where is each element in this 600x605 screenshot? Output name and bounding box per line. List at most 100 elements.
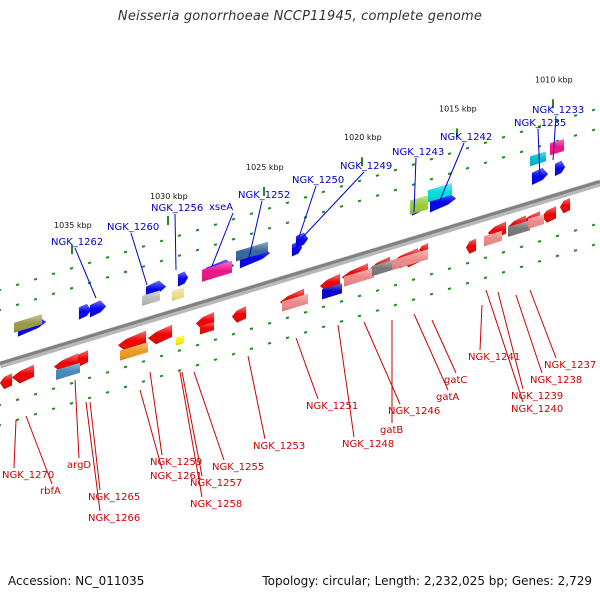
- guide-dash: [339, 300, 344, 303]
- guide-dash: [87, 261, 92, 265]
- guide-dash: [51, 387, 56, 391]
- guide-dash: [537, 239, 542, 243]
- guide-dash: [357, 294, 362, 298]
- ruler-tick-layer: 1010 kbp 1015 kbp 1020 kbp 1025 kbp 1030 kbp…: [0, 75, 596, 427]
- guide-dash: [51, 272, 56, 276]
- reverse-gene-leader: [149, 371, 163, 456]
- guide-dash: [0, 403, 2, 407]
- guide-dash: [69, 286, 74, 290]
- guide-dash: [33, 297, 38, 301]
- forward-gene-sheen: [178, 271, 188, 287]
- forward-gene-label: NGK_1252: [238, 190, 290, 201]
- annotation-bar-sheen: [550, 138, 564, 156]
- reverse-gene-leader: [89, 401, 101, 491]
- guide-dash: [15, 418, 20, 422]
- guide-dash: [573, 229, 578, 232]
- guide-dash: [195, 363, 200, 367]
- guide-dash: [591, 128, 596, 132]
- guide-dash: [321, 190, 326, 194]
- guide-dash: [87, 376, 92, 380]
- guide-dash: [303, 330, 308, 334]
- guide-dash: [195, 228, 200, 232]
- guide-dash: [483, 256, 488, 260]
- forward-gene-label: NGK_1262: [51, 237, 103, 248]
- label-leader-layer: [13, 115, 557, 512]
- annotation-bar-sheen: [282, 293, 308, 312]
- annotation-bar-sheen: [372, 260, 392, 277]
- guide-dash: [519, 150, 524, 154]
- reverse-gene-leader: [193, 371, 225, 461]
- guide-dash: [339, 205, 344, 208]
- guide-dash: [231, 352, 236, 356]
- gene-feature-layer: [0, 138, 571, 390]
- ruler-tick-label: 1010 kbp: [535, 75, 573, 84]
- forward-gene-leader: [74, 247, 97, 299]
- guide-dash: [537, 124, 542, 128]
- reverse-gene-label: NGK_1248: [342, 439, 394, 450]
- guide-dash: [393, 168, 398, 172]
- annotation-bar-sheen: [142, 290, 160, 306]
- guide-dash: [231, 332, 236, 336]
- guide-dash: [105, 370, 110, 374]
- reverse-gene-label: NGK_1239: [511, 391, 563, 402]
- reverse-gene-leader: [25, 415, 53, 485]
- guide-dash: [411, 298, 416, 301]
- guide-dash: [555, 119, 560, 123]
- reverse-gene-label: NGK_1253: [253, 441, 305, 452]
- guide-dash: [573, 134, 578, 137]
- guide-dash: [159, 354, 164, 358]
- forward-gene-label: NGK_1233: [532, 105, 584, 116]
- annotation-bar-sheen: [410, 195, 428, 215]
- genome-backbone-shade: [0, 180, 600, 365]
- guide-dash: [429, 157, 434, 161]
- guide-dash: [51, 407, 56, 411]
- guide-dash: [375, 309, 380, 312]
- guide-dash: [69, 266, 74, 270]
- reverse-gene-label: gatA: [436, 392, 459, 403]
- guide-dash: [33, 392, 38, 396]
- guide-dash: [591, 108, 596, 112]
- reverse-gene-leader: [529, 289, 557, 359]
- reverse-gene-label: gatB: [380, 425, 403, 436]
- forward-gene-label: xseA: [209, 202, 233, 213]
- guide-dash: [213, 223, 218, 227]
- guide-dash: [285, 316, 290, 320]
- reverse-gene-label: NGK_1257: [190, 478, 242, 489]
- guide-dash: [519, 245, 524, 249]
- guide-dash: [0, 308, 2, 312]
- guide-dash: [447, 152, 452, 156]
- forward-gene-sheen: [79, 303, 91, 320]
- guide-dash: [519, 265, 524, 269]
- annotation-bar-sheen: [344, 267, 374, 287]
- guide-dash: [501, 270, 506, 274]
- guide-dash: [267, 321, 272, 325]
- guide-dash: [537, 259, 542, 263]
- guide-dash: [285, 201, 290, 205]
- guide-dash: [267, 341, 272, 345]
- reverse-gene-label: NGK_1251: [306, 401, 358, 412]
- reverse-gene-sheen: [542, 206, 556, 223]
- forward-gene-label: NGK_1260: [107, 222, 159, 233]
- reverse-gene-label: NGK_1246: [388, 406, 440, 417]
- guide-dash: [447, 287, 452, 291]
- guide-dash: [303, 310, 308, 314]
- guide-dash: [249, 347, 254, 351]
- guide-dash: [339, 185, 344, 188]
- ruler-tick-label: 1020 kbp: [344, 133, 382, 142]
- guide-dash: [285, 336, 290, 340]
- reverse-gene-leader: [295, 337, 319, 400]
- forward-gene-sheen: [430, 192, 456, 213]
- ruler-tick-label: 1015 kbp: [439, 104, 477, 113]
- reverse-gene-leader: [363, 321, 401, 405]
- reverse-gene-sheen: [118, 330, 146, 352]
- annotation-bar-sheen: [202, 260, 232, 282]
- reverse-gene-leader: [247, 355, 266, 440]
- guide-dash: [429, 272, 434, 276]
- reverse-gene-label: NGK_1240: [511, 404, 563, 415]
- guide-dash: [339, 320, 344, 323]
- guide-dash: [15, 398, 20, 402]
- guide-dash: [447, 172, 452, 176]
- backbone-layer: [0, 179, 600, 369]
